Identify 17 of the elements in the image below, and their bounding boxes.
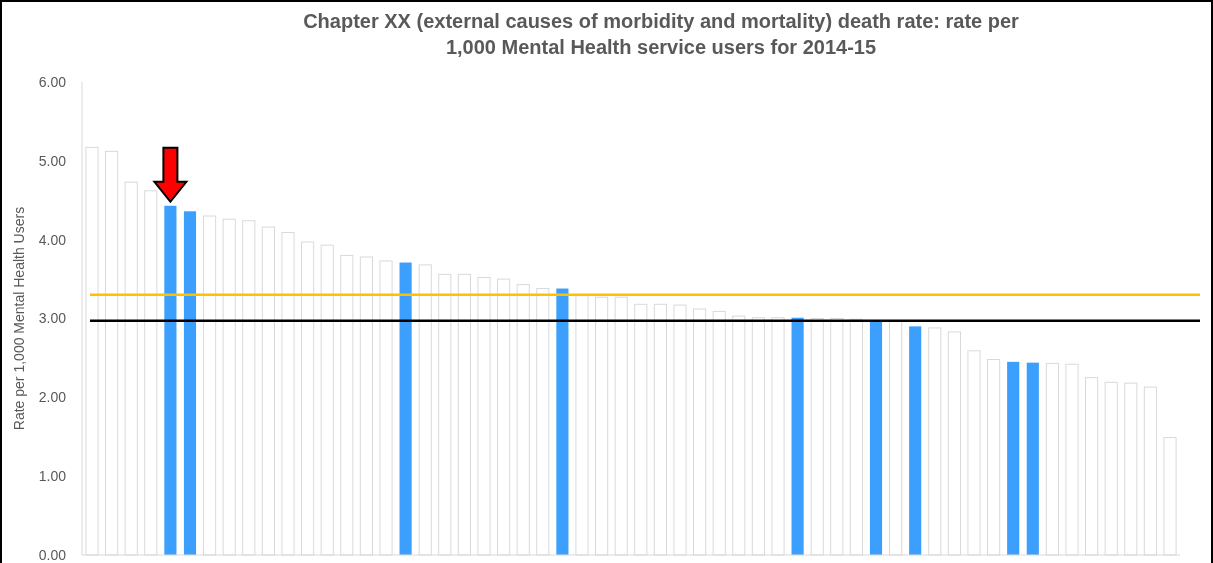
- y-tick-label: 2.00: [38, 389, 67, 406]
- bar: [1026, 362, 1039, 555]
- y-tick-label: 0.00: [38, 546, 67, 563]
- bar: [556, 288, 569, 555]
- y-tick-label: 5.00: [38, 152, 67, 169]
- y-tick-label: 4.00: [38, 231, 67, 248]
- bar: [869, 320, 883, 555]
- y-tick-label: 3.00: [38, 310, 67, 327]
- y-tick-label: 1.00: [38, 468, 67, 485]
- bar: [183, 211, 197, 555]
- bar: [399, 262, 412, 555]
- bar: [791, 317, 804, 555]
- bar: [1007, 361, 1020, 555]
- y-tick-label: 6.00: [38, 73, 67, 90]
- chart-title: Chapter XX (external causes of morbidity and mortality) death rate: rate per 1,000 Mental Health service users for 2014-15: [303, 10, 1020, 58]
- bar: [909, 326, 922, 555]
- y-axis-title: Rate per 1,000 Mental Health Users: [11, 206, 27, 431]
